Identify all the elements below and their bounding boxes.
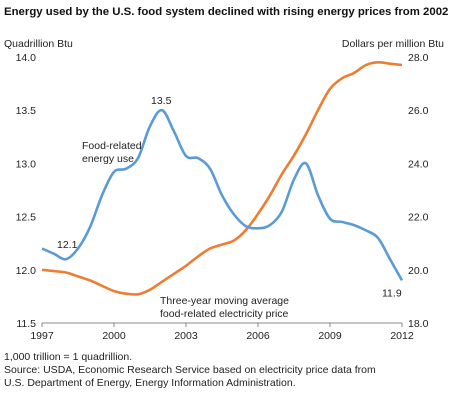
y-right-tick-label-3: 24.0 [408,158,429,170]
y-right-tick-label-0: 18.0 [408,318,429,330]
energy-series-label-line-1: Food-related [82,140,142,152]
series-line-electricity-price [41,60,403,296]
y-right-tick-label-2: 22.0 [408,212,429,224]
x-tick-label-2006: 2006 [246,330,270,342]
x-tick-label-2009: 2009 [318,330,342,342]
y-left-tick-label-5: 14.0 [16,52,37,64]
price-series-label-line-1: Three-year moving average [160,295,289,307]
y-left-tick-label-1: 12.0 [16,265,37,277]
left-axis-unit: Quadrillion Btu [4,38,73,50]
footnote-conversion: 1,000 trillion = 1 quadrillion. [4,351,133,363]
y-right-tick-label-4: 26.0 [408,105,429,117]
y-left-tick-label-3: 13.0 [16,158,37,170]
footnote-source-continued: U.S. Department of Energy, Energy Inform… [4,377,296,389]
energy-series-label-line-2: energy use [82,153,134,165]
point-label-2002-peak: 13.5 [151,95,172,107]
point-label-2012-end: 11.9 [382,287,402,299]
y-right-tick-label-1: 20.0 [408,265,429,277]
y-left-tick-label-0: 11.5 [16,318,36,330]
x-tick-label-2003: 2003 [174,330,198,342]
footnote-source: Source: USDA, Economic Research Service … [4,364,376,376]
point-label-1998-low: 12.1 [57,239,78,251]
y-left-tick-label-2: 12.5 [16,212,37,224]
chart-title: Energy used by the U.S. food system decl… [4,6,450,18]
price-series-label-line-2: food-related electricity price [160,308,289,320]
right-axis-unit: Dollars per million Btu [341,38,444,50]
x-tick-label-2012: 2012 [390,330,414,342]
series-line-energy-use [41,108,404,282]
y-left-tick-label-4: 13.5 [16,105,37,117]
x-tick-label-2000: 2000 [102,330,126,342]
y-right-tick-label-5: 28.0 [408,52,429,64]
x-tick-label-1997: 1997 [30,330,54,342]
